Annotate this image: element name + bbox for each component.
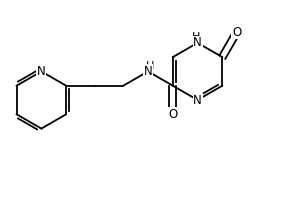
Text: O: O <box>168 108 177 121</box>
Text: H: H <box>191 32 200 42</box>
Text: H: H <box>146 61 154 71</box>
Text: N: N <box>193 36 202 49</box>
Text: N: N <box>37 65 46 78</box>
Text: N: N <box>144 65 152 78</box>
Text: N: N <box>193 94 202 106</box>
Text: O: O <box>232 26 241 39</box>
